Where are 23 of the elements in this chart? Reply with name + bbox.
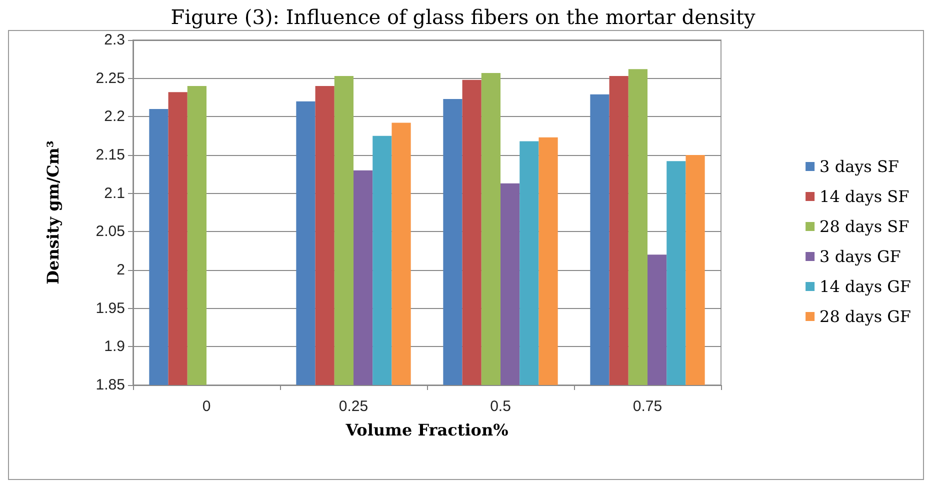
chart-title: Figure (3): Influence of glass fibers on the mortar density [170,5,756,29]
x-tick-label: 0 [202,398,211,415]
legend-label: 3 days SF [820,157,900,176]
x-tick-label: 0.25 [338,398,368,415]
y-tick-label: 1.9 [104,338,125,356]
x-tick-label: 0.75 [632,398,662,415]
legend-label: 28 days SF [820,217,910,236]
legend-label: 14 days GF [820,277,912,296]
x-axis-title: Volume Fraction% [344,420,508,440]
y-tick-label: 2.2 [104,108,125,126]
legend-label: 14 days SF [820,187,910,206]
y-tick-label: 2.15 [96,146,125,164]
legend-label: 3 days GF [820,247,901,266]
y-axis-title: Density gm/Cm³ [44,140,62,284]
y-tick-label: 1.85 [96,376,125,394]
x-tick-label: 0.5 [490,398,511,415]
y-tick-label: 2.1 [104,184,125,202]
y-tick-label: 2.3 [104,32,125,48]
legend-label: 28 days GF [820,307,912,326]
y-tick-label: 2.25 [96,70,125,87]
y-tick-label: 2.05 [96,223,125,240]
y-tick-label: 2 [116,262,125,278]
y-tick-label: 1.95 [96,300,125,317]
